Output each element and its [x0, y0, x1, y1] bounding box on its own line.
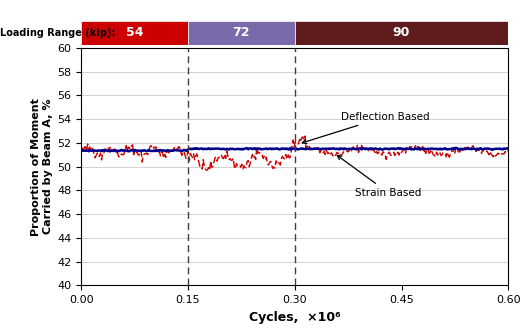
Text: Deflection Based: Deflection Based	[302, 112, 430, 144]
Bar	[81, 21, 188, 45]
Text: 90: 90	[393, 26, 410, 40]
Bar	[188, 21, 294, 45]
Text: Loading Range (kip):: Loading Range (kip):	[0, 28, 115, 38]
Text: 72: 72	[233, 26, 250, 40]
X-axis label: Cycles,  ×10⁶: Cycles, ×10⁶	[249, 311, 341, 324]
Text: 54: 54	[126, 26, 144, 40]
Y-axis label: Proportion of Moment
Carried by Beam A, %: Proportion of Moment Carried by Beam A, …	[31, 98, 53, 236]
Text: Strain Based: Strain Based	[337, 155, 422, 198]
Bar	[294, 21, 508, 45]
